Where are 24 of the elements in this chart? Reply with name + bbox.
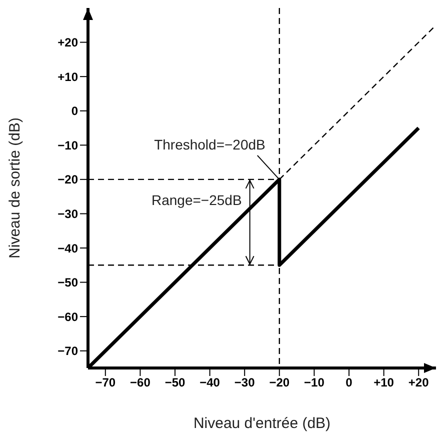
x-tick-label: +10 — [374, 376, 394, 390]
y-tick-label: −60 — [58, 310, 78, 324]
x-tick-label: −30 — [234, 376, 256, 390]
y-tick-label: 0 — [71, 104, 78, 118]
annotation: Threshold=−20dB — [154, 136, 266, 152]
x-tick-label: 0 — [346, 376, 353, 390]
y-tick-label: −20 — [58, 172, 78, 187]
x-tick-label: −10 — [304, 376, 325, 390]
x-axis-title: Niveau d'entrée (dB) — [193, 415, 331, 432]
y-tick-label: −50 — [58, 276, 78, 290]
x-tick-label: −40 — [200, 376, 220, 390]
x-tick-label: −70 — [95, 376, 116, 390]
y-tick-label: +10 — [58, 70, 78, 84]
y-tick-label: −30 — [58, 206, 78, 221]
y-tick-label: −70 — [58, 344, 78, 358]
y-tick-label: +20 — [58, 36, 78, 50]
x-tick-label: −20 — [269, 376, 290, 390]
x-tick-label: −60 — [130, 376, 151, 390]
annotation: Range=−25dB — [152, 192, 242, 208]
y-tick-label: −10 — [58, 138, 78, 152]
y-tick-label: −40 — [58, 241, 78, 256]
x-tick-label: +20 — [408, 376, 430, 390]
x-tick-label: −50 — [164, 376, 186, 390]
y-axis-title: Niveau de sortie (dB) — [6, 118, 24, 258]
